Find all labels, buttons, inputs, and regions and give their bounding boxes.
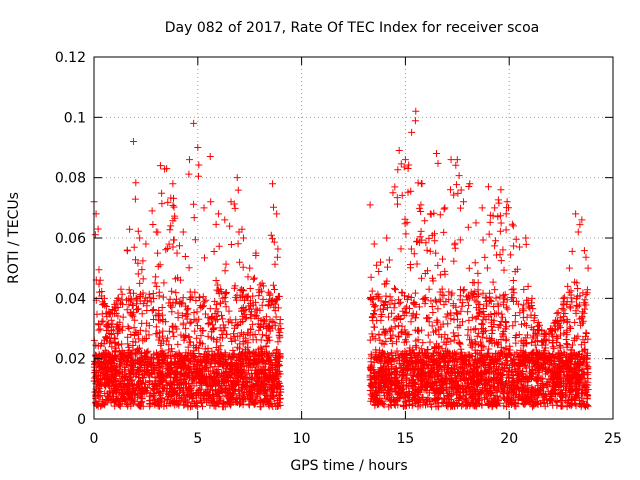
data-point-peak [366,201,374,209]
data-point-peak [206,153,214,161]
data-point-peak [227,198,235,206]
data-point-peak [503,198,511,206]
data-point-peak [173,249,181,257]
y-tick-label: 0.04 [55,291,86,307]
data-point-peak [246,264,254,272]
x-tick-label: 10 [293,431,311,447]
y-tick-label: 0.12 [55,50,86,66]
y-axis-title: ROTI / TECUs [6,192,22,284]
data-point-peak [190,119,198,127]
data-point-peak [107,309,115,317]
data-point-peak [129,137,137,145]
data-point-peak [522,234,530,242]
y-tick-label: 0.02 [55,352,86,368]
chart-title: Day 082 of 2017, Rate Of TEC Index for r… [165,20,540,36]
x-axis-title: GPS time / hours [290,458,407,474]
x-tick-label: 5 [193,431,202,447]
data-point-peak [269,180,277,188]
data-point-peak [395,147,403,155]
data-point-peak [509,222,517,230]
data-point-peak [383,234,391,242]
data-point-peak [370,240,378,248]
data-point-peak [111,300,119,308]
data-point-peak [584,264,592,272]
data-point-peak [565,264,573,272]
x-tick-label: 20 [500,431,518,447]
data-point-peak [484,183,492,191]
data-point-peak [252,249,260,257]
data-point-peak [441,204,449,212]
data-point-peak [466,180,474,188]
data-point-peak [94,225,102,233]
data-point-peak [453,156,461,164]
data-point-peak [156,162,164,170]
data-point-peak [389,189,397,197]
data-point-peak [540,331,548,339]
data-point-peak [194,144,202,151]
y-tick-label: 0.08 [55,171,86,187]
data-point-peak [148,207,156,215]
data-point-peak [447,156,455,164]
data-point-peak [239,234,247,242]
data-point-peak [578,216,586,224]
data-point-peak [221,216,229,224]
data-point-peak [185,156,193,164]
data-point-peak [376,258,384,266]
y-tick-labels: 0 0.02 0.04 0.06 0.08 0.1 0.12 [55,50,86,428]
data-point-peak [123,246,131,254]
data-point-peak [547,325,555,332]
data-point-peak [264,288,272,296]
data-point-peak [152,228,160,236]
data-point-peak [117,285,125,293]
data-point-peak [142,240,150,248]
x-tick-label: 0 [90,431,99,447]
data-point-peak [200,204,208,212]
data-point-peak [559,294,567,302]
data-point-peak [412,107,420,115]
data-point-peak [233,174,241,182]
data-point-peak [215,210,223,218]
data-point-peak [534,318,542,326]
data-point-peak [273,210,281,218]
data-point-peak [169,180,177,188]
data-point-peak [433,150,441,158]
axis-ticks [93,56,614,420]
y-tick-label: 0.1 [64,110,86,126]
data-point-peak [460,198,468,206]
data-point-peak [516,243,524,251]
data-point-peak [277,325,285,332]
data-point-peak [426,210,434,218]
data-point-peak [258,279,266,287]
data-point-peak [179,228,187,236]
data-point-peak [163,165,171,173]
data-point-peak [418,180,426,188]
data-point-cloud [90,117,592,411]
data-point-peak [572,210,580,218]
data-point-peak [553,309,561,317]
data-point-peak [472,219,480,227]
y-tick-label: 0.06 [55,231,86,247]
data-point-peak [528,294,536,302]
x-tick-labels: 0 5 10 15 20 25 [90,431,622,447]
data-points [90,107,592,411]
data-point-peak [491,204,499,212]
data-point-peak [497,186,505,194]
data-point-peak [478,204,486,212]
data-point-peak [96,276,104,284]
data-point-peak [401,156,409,164]
x-tick-label: 15 [396,431,414,447]
data-point-peak [100,294,108,302]
x-tick-label: 25 [604,431,622,447]
data-point-peak [136,234,144,242]
y-tick-label: 0 [77,412,86,428]
data-point-peak [408,128,416,136]
